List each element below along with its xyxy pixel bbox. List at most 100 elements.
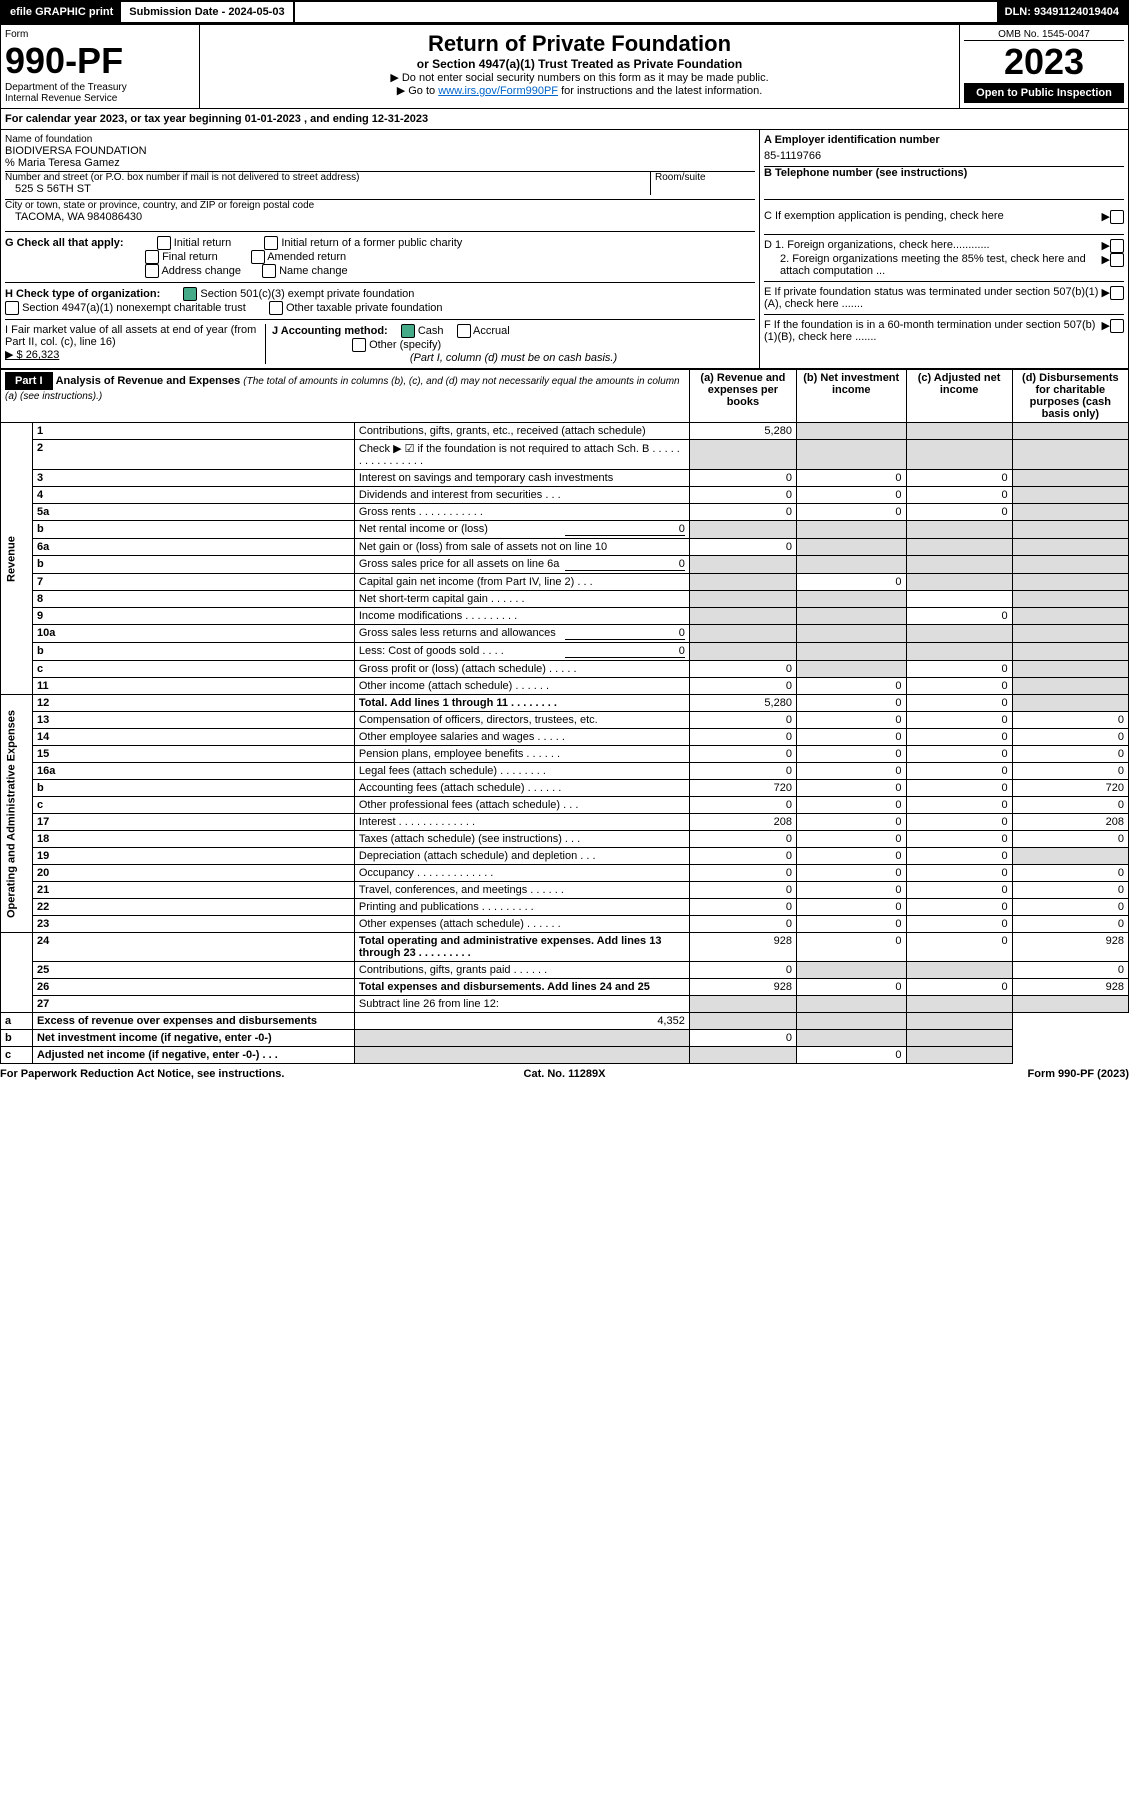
- cell-b: 0: [796, 933, 906, 962]
- cell-b: 0: [796, 831, 906, 848]
- name-change-checkbox[interactable]: [262, 264, 276, 278]
- 4947-checkbox[interactable]: [5, 301, 19, 315]
- line-desc: Contributions, gifts, grants paid . . . …: [354, 962, 689, 979]
- cell-dd: [1012, 487, 1128, 504]
- cell-a: 0: [689, 746, 796, 763]
- table-row: bNet investment income (if negative, ent…: [1, 1030, 1129, 1047]
- cell-b: 0: [796, 814, 906, 831]
- cell-dd: [906, 1030, 1012, 1047]
- cell-dd: [1012, 423, 1128, 440]
- foundation-name: BIODIVERSA FOUNDATION: [5, 145, 755, 157]
- cell-a: 0: [689, 831, 796, 848]
- d1-checkbox[interactable]: [1110, 239, 1124, 253]
- cell-b: [796, 556, 906, 574]
- line-number: 1: [32, 423, 354, 440]
- cell-dd: 0: [1012, 899, 1128, 916]
- cell-c: 0: [906, 729, 1012, 746]
- table-row: bGross sales price for all assets on lin…: [1, 556, 1129, 574]
- cell-dd: [1012, 848, 1128, 865]
- cell-a: [689, 556, 796, 574]
- line-desc: Occupancy . . . . . . . . . . . . .: [354, 865, 689, 882]
- section-h: H Check type of organization: Section 50…: [5, 282, 755, 315]
- cell-b: [796, 440, 906, 470]
- col-c: (c) Adjusted net income: [906, 370, 1012, 423]
- cell-a: 0: [689, 712, 796, 729]
- cell-c: 0: [906, 487, 1012, 504]
- bullet-2: ▶ Go to www.irs.gov/Form990PF for instru…: [206, 84, 953, 97]
- table-row: 2Check ▶ ☑ if the foundation is not requ…: [1, 440, 1129, 470]
- cell-b: 0: [796, 712, 906, 729]
- address-change-checkbox[interactable]: [145, 264, 159, 278]
- table-row: aExcess of revenue over expenses and dis…: [1, 1013, 1129, 1030]
- cell-b: 0: [796, 780, 906, 797]
- f-checkbox[interactable]: [1110, 319, 1124, 333]
- cell-dd: [1012, 625, 1128, 643]
- efile-label: efile GRAPHIC print: [2, 2, 121, 22]
- cell-c: 0: [796, 1047, 906, 1064]
- line-number: a: [1, 1013, 33, 1030]
- form-link[interactable]: www.irs.gov/Form990PF: [438, 85, 558, 97]
- initial-public-checkbox[interactable]: [264, 236, 278, 250]
- cell-b: 0: [796, 865, 906, 882]
- line-desc: Other employee salaries and wages . . . …: [354, 729, 689, 746]
- line-desc: Interest . . . . . . . . . . . . .: [354, 814, 689, 831]
- c-checkbox[interactable]: [1110, 210, 1124, 224]
- cell-dd: [1012, 643, 1128, 661]
- line-number: 23: [32, 916, 354, 933]
- section-e: E If private foundation status was termi…: [764, 282, 1124, 315]
- table-row: 21Travel, conferences, and meetings . . …: [1, 882, 1129, 899]
- cell-c: 0: [906, 504, 1012, 521]
- cell-c: 0: [906, 712, 1012, 729]
- section-c: C If exemption application is pending, c…: [764, 200, 1124, 235]
- line-number: 16a: [32, 763, 354, 780]
- table-row: cAdjusted net income (if negative, enter…: [1, 1047, 1129, 1064]
- 501c3-checkbox[interactable]: [183, 287, 197, 301]
- line-desc: Depreciation (attach schedule) and deple…: [354, 848, 689, 865]
- line-number: b: [32, 643, 354, 661]
- cell-b: 0: [796, 979, 906, 996]
- cell-a: 0: [689, 848, 796, 865]
- ein: 85-1119766: [764, 146, 1124, 167]
- line-desc: Interest on savings and temporary cash i…: [354, 470, 689, 487]
- col-b: (b) Net investment income: [796, 370, 906, 423]
- final-return-checkbox[interactable]: [145, 250, 159, 264]
- cell-c: 0: [906, 678, 1012, 695]
- line-number: 14: [32, 729, 354, 746]
- cell-a: 0: [689, 729, 796, 746]
- table-row: 13Compensation of officers, directors, t…: [1, 712, 1129, 729]
- cell-a: [689, 591, 796, 608]
- cell-a: 0: [689, 865, 796, 882]
- part1-label: Part I: [5, 372, 53, 390]
- cell-b: [689, 1047, 796, 1064]
- other-method-checkbox[interactable]: [352, 338, 366, 352]
- initial-return-checkbox[interactable]: [157, 236, 171, 250]
- form-header: Form 990-PF Department of the Treasury I…: [0, 24, 1129, 109]
- cash-checkbox[interactable]: [401, 324, 415, 338]
- d2-checkbox[interactable]: [1110, 253, 1124, 267]
- table-row: 24Total operating and administrative exp…: [1, 933, 1129, 962]
- e-checkbox[interactable]: [1110, 286, 1124, 300]
- line-desc: Pension plans, employee benefits . . . .…: [354, 746, 689, 763]
- line-desc: Total operating and administrative expen…: [354, 933, 689, 962]
- accrual-checkbox[interactable]: [457, 324, 471, 338]
- table-row: 4Dividends and interest from securities …: [1, 487, 1129, 504]
- cell-dd: [906, 1013, 1012, 1030]
- dept-label: Department of the Treasury: [5, 82, 195, 93]
- table-row: 16aLegal fees (attach schedule) . . . . …: [1, 763, 1129, 780]
- table-row: bNet rental income or (loss)0: [1, 521, 1129, 539]
- cell-a: 0: [689, 763, 796, 780]
- line-number: 4: [32, 487, 354, 504]
- amended-checkbox[interactable]: [251, 250, 265, 264]
- table-row: 15Pension plans, employee benefits . . .…: [1, 746, 1129, 763]
- cell-dd: [1012, 556, 1128, 574]
- line-number: 21: [32, 882, 354, 899]
- cell-c: 0: [906, 933, 1012, 962]
- line-number: 11: [32, 678, 354, 695]
- cell-dd: 0: [1012, 831, 1128, 848]
- line-desc: Adjusted net income (if negative, enter …: [32, 1047, 354, 1064]
- line-number: 7: [32, 574, 354, 591]
- other-tax-checkbox[interactable]: [269, 301, 283, 315]
- line-desc: Net investment income (if negative, ente…: [32, 1030, 354, 1047]
- cell-dd: 0: [1012, 746, 1128, 763]
- cell-b: [796, 591, 906, 608]
